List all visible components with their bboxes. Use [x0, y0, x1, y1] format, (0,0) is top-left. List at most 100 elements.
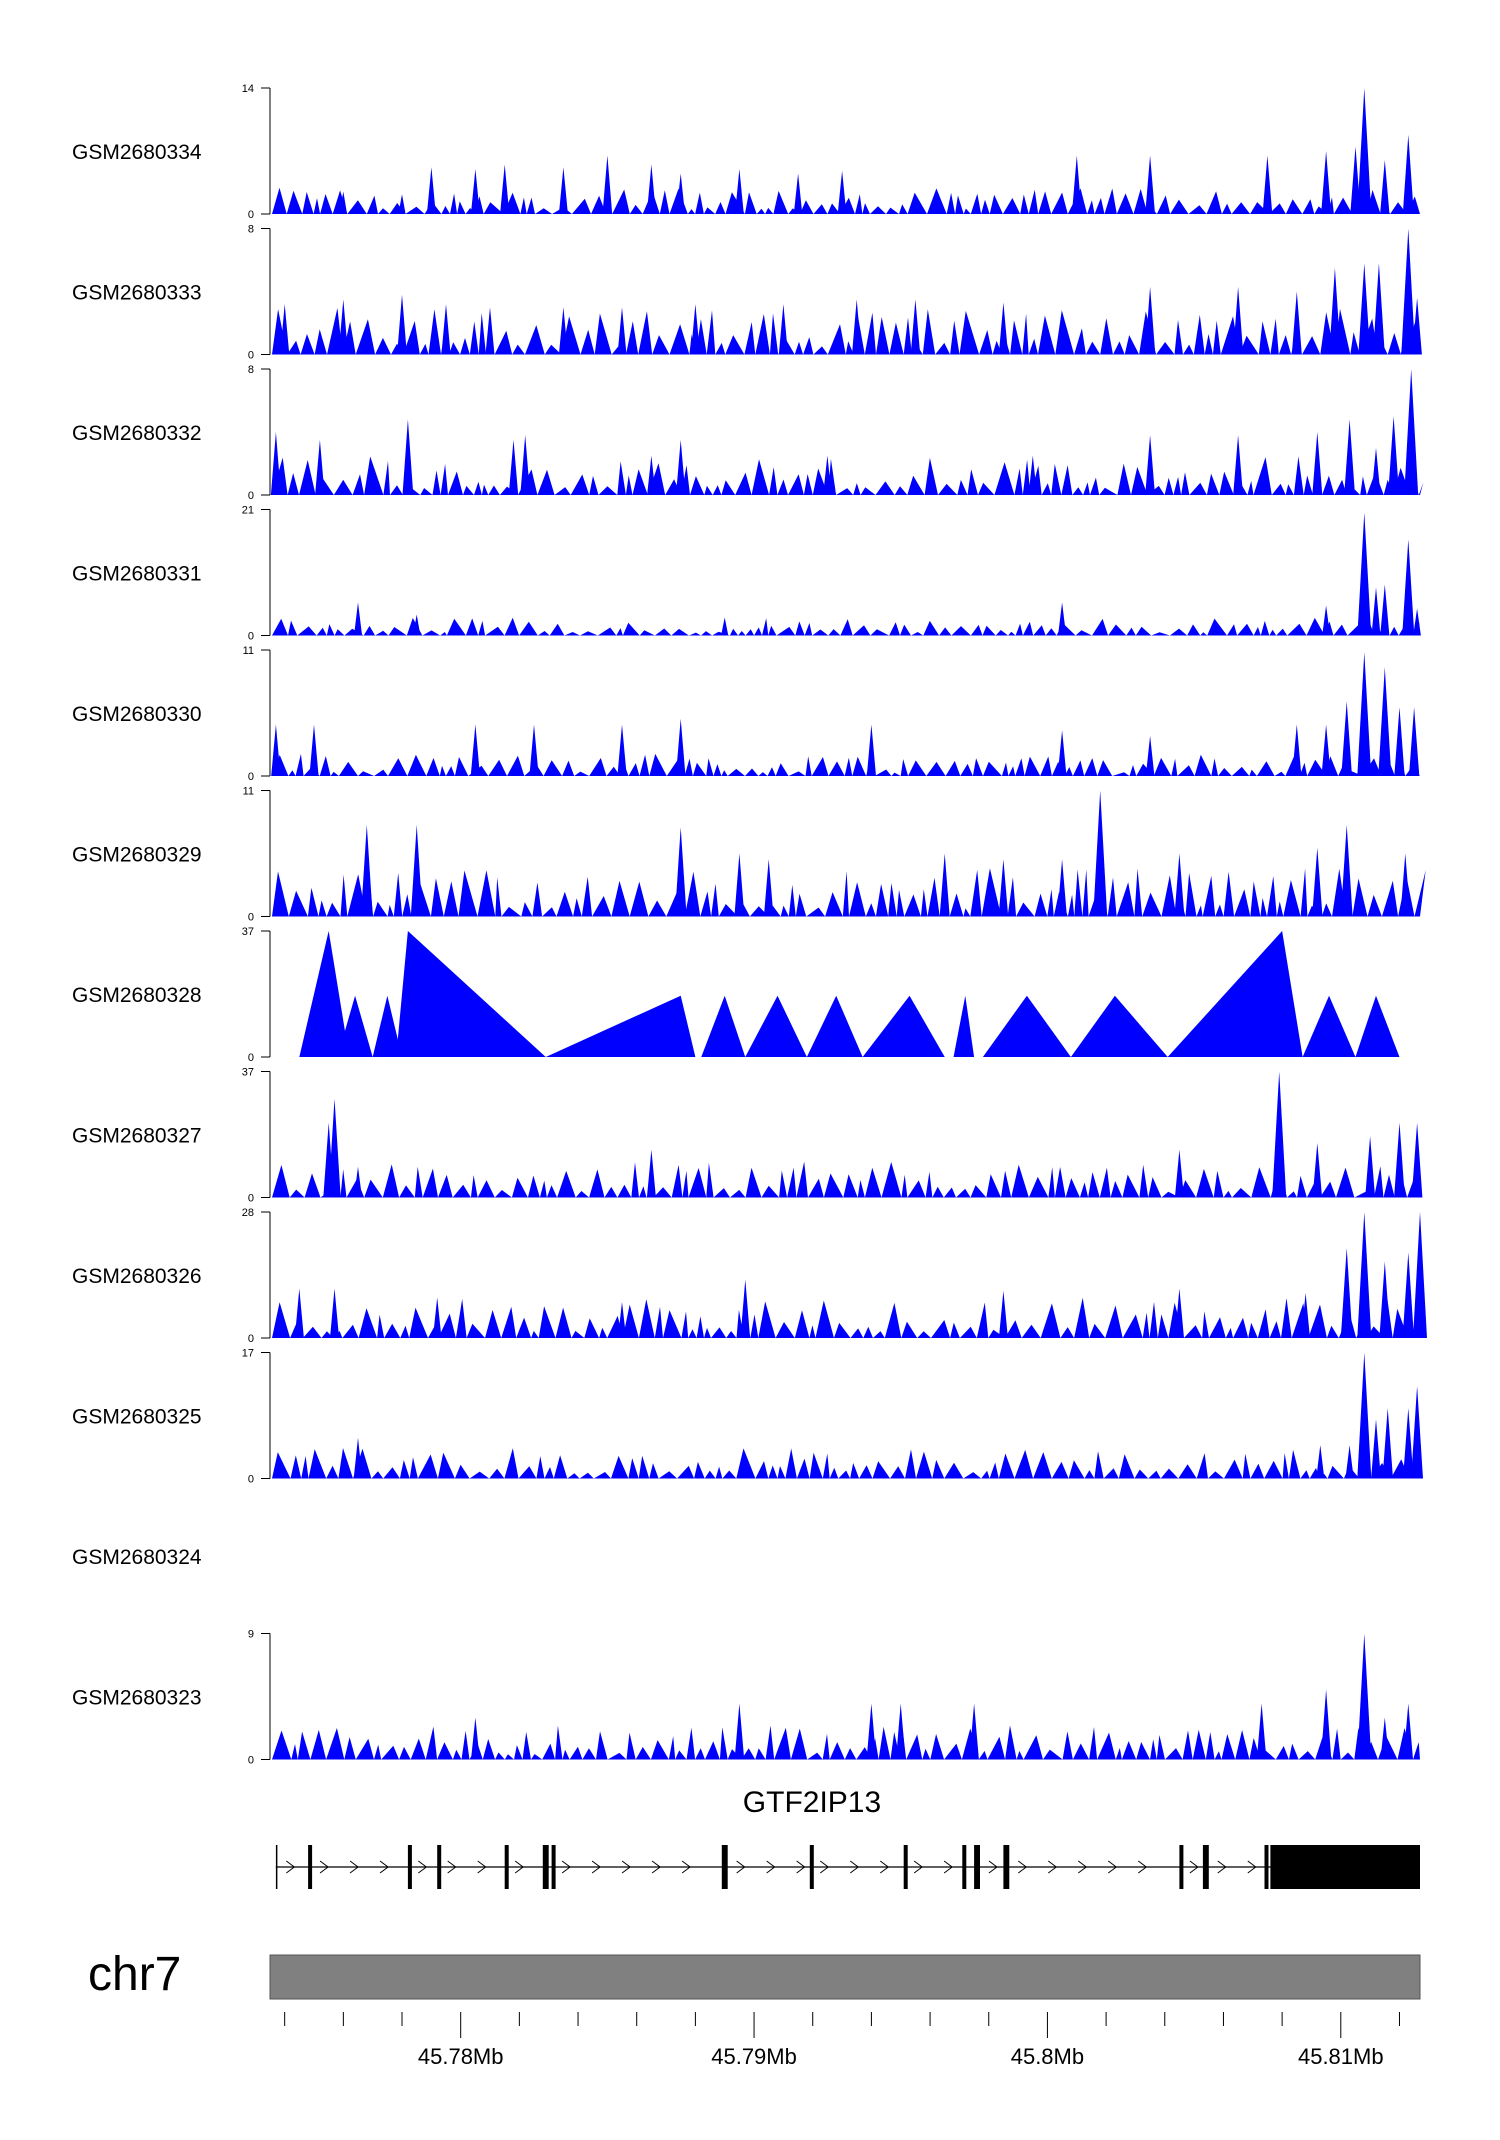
- coverage-peak: [1322, 725, 1331, 777]
- track-label: GSM2680327: [72, 1125, 202, 1148]
- coverage-peak: [1292, 725, 1301, 777]
- coverage-peak: [1404, 369, 1418, 495]
- coverage-peak: [1093, 791, 1107, 917]
- coverage-peak: [1263, 156, 1273, 215]
- gene-exon: [1203, 1845, 1209, 1889]
- track-GSM2680331: GSM2680331 21 0: [72, 505, 1421, 643]
- coverage-peak: [1388, 416, 1399, 495]
- y-min-label: 0: [248, 1333, 254, 1345]
- coverage-peak: [529, 725, 538, 777]
- coverage-peak: [676, 719, 686, 776]
- coverage-peak: [1341, 825, 1353, 917]
- coverage-peak: [1355, 996, 1399, 1057]
- coverage-peak: [735, 169, 744, 214]
- coverage-area: [270, 1448, 1420, 1479]
- coverage-area: [270, 1162, 1420, 1198]
- y-max-label: 11: [243, 645, 254, 657]
- coverage-peak: [1312, 432, 1322, 495]
- coverage-peak: [411, 825, 423, 917]
- coverage-peak: [1372, 588, 1381, 636]
- track-label: GSM2680330: [72, 703, 202, 726]
- coverage-peak: [701, 996, 745, 1057]
- track-label: GSM2680328: [72, 984, 202, 1007]
- track-GSM2680326: GSM2680326 28 0: [72, 1207, 1427, 1345]
- coverage-peak: [1329, 268, 1341, 355]
- coverage-peak: [1365, 1136, 1375, 1197]
- coverage-peak: [603, 156, 613, 215]
- coverage-peak: [520, 435, 530, 495]
- coverage-peak: [745, 996, 807, 1057]
- coverage-peak: [1175, 1150, 1184, 1198]
- coverage-peak: [1357, 652, 1371, 776]
- coverage-peak: [1346, 1445, 1354, 1478]
- coverage-peak: [911, 299, 921, 354]
- y-min-label: 0: [248, 209, 254, 221]
- coverage-peak: [999, 303, 1008, 355]
- coverage-peak: [559, 167, 568, 214]
- coverage-peak: [1383, 1408, 1394, 1478]
- coverage-peak: [1344, 419, 1355, 495]
- coverage-peak: [691, 304, 700, 354]
- track-label: GSM2680331: [72, 563, 202, 586]
- coverage-peak: [339, 299, 349, 354]
- gene-exon: [1179, 1845, 1183, 1889]
- coverage-peak: [396, 931, 546, 1057]
- track-label: GSM2680329: [72, 844, 202, 867]
- gene-exon: [810, 1845, 814, 1889]
- coverage-peak: [1321, 1690, 1331, 1760]
- track-GSM2680324: GSM2680324: [72, 1546, 202, 1569]
- gene-exon: [552, 1845, 556, 1889]
- coverage-peak: [954, 996, 975, 1057]
- coverage-peak: [618, 307, 627, 354]
- coverage-peak: [1381, 1718, 1390, 1760]
- coverage-peak: [1272, 1072, 1286, 1198]
- coverage-peak: [1145, 156, 1155, 215]
- coverage-peak: [618, 1302, 626, 1338]
- track-GSM2680327: GSM2680327370: [72, 1067, 1422, 1205]
- coverage-peak: [779, 304, 788, 354]
- y-max-label: 11: [243, 786, 254, 798]
- track-GSM2680328: GSM2680328 37 0: [72, 926, 1399, 1064]
- gene-exon: [904, 1845, 908, 1889]
- chromosome-label: chr7: [88, 1948, 181, 2001]
- coverage-peak: [471, 1718, 480, 1760]
- coverage-peak: [433, 1298, 442, 1339]
- coverage-peak: [486, 307, 495, 354]
- coverage-peak: [1322, 606, 1330, 636]
- coverage-peak: [500, 165, 509, 215]
- coverage-peak: [403, 419, 414, 495]
- y-min-label: 0: [248, 1052, 254, 1064]
- coverage-area: [270, 1725, 1420, 1759]
- gene-exon: [722, 1845, 728, 1889]
- coverage-peak: [675, 827, 687, 916]
- gene-exon: [437, 1845, 441, 1889]
- coverage-peak: [734, 854, 744, 917]
- coverage-peak: [1321, 151, 1331, 214]
- coverage-peak: [354, 603, 362, 636]
- coverage-peak: [999, 859, 1009, 916]
- ideogram-track: chr7: [88, 1948, 1420, 2001]
- coverage-peak: [1316, 1445, 1324, 1478]
- coverage-peak: [1379, 1262, 1390, 1339]
- coverage-peak: [1174, 854, 1184, 917]
- coverage-peak: [807, 996, 863, 1057]
- y-max-label: 14: [242, 83, 254, 95]
- gene-model: [276, 1845, 1420, 1889]
- coverage-peak: [398, 194, 405, 214]
- y-min-label: 0: [248, 490, 254, 502]
- coverage-peak: [676, 440, 686, 495]
- coverage-peak: [852, 299, 862, 354]
- coverage-area: [270, 456, 1423, 495]
- coverage-peak: [1257, 1704, 1267, 1760]
- coverage-peak: [1409, 707, 1419, 776]
- coverage-peak: [1372, 448, 1381, 495]
- coverage-peak: [1413, 1212, 1427, 1338]
- chromosome-band: [270, 1955, 1420, 1999]
- coverage-peak: [647, 1150, 656, 1198]
- track-label: GSM2680325: [72, 1406, 202, 1429]
- x-tick-label: 45.8Mb: [1011, 2044, 1084, 2069]
- track-label: GSM2680326: [72, 1265, 202, 1288]
- y-min-label: 0: [248, 771, 254, 783]
- coverage-peak: [546, 996, 696, 1057]
- coverage-peak: [1357, 88, 1371, 214]
